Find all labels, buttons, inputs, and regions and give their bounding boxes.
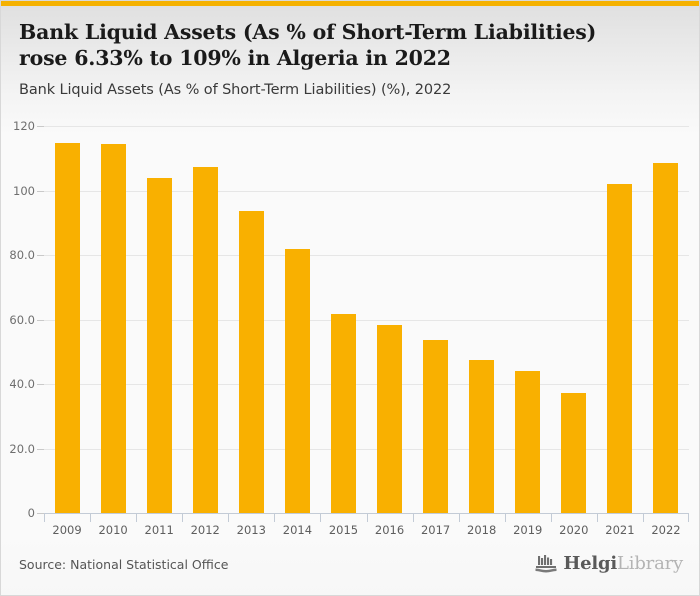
bar[interactable]: [607, 183, 633, 513]
bar[interactable]: [192, 166, 218, 513]
gridline: [44, 319, 689, 321]
bar[interactable]: [515, 370, 541, 513]
y-axis-label: 100: [13, 183, 35, 198]
x-axis-tick: [550, 513, 552, 522]
x-axis-label: 2012: [190, 523, 220, 537]
open-book-icon: [535, 554, 557, 572]
x-axis-tick: [44, 513, 45, 522]
top-accent-bar: [1, 1, 699, 6]
helgi-library-logo[interactable]: HelgiLibrary: [535, 553, 683, 574]
x-axis-tick: [504, 513, 506, 522]
source-note: Source: National Statistical Office: [19, 557, 229, 572]
x-axis-label: 2011: [144, 523, 174, 537]
y-axis-label: 120: [13, 119, 35, 133]
x-axis-tick: [642, 513, 644, 522]
x-axis-label: 2017: [420, 523, 451, 537]
y-axis-tick: [37, 126, 44, 127]
gridline: [44, 255, 689, 256]
x-axis-label: 2022: [651, 523, 681, 537]
x-axis-tick: [136, 513, 138, 522]
y-axis-tick: [37, 319, 44, 321]
chart-header: Bank Liquid Assets (As % of Short-Term L…: [1, 6, 699, 98]
bar[interactable]: [238, 211, 264, 513]
x-axis-tick: [458, 513, 460, 522]
x-axis-tick: [688, 513, 689, 522]
y-axis-label: 20.0: [9, 441, 35, 456]
bar[interactable]: [330, 314, 356, 513]
x-axis: 2009 2010 2011 2012 2013 2014 2015 2016 2017 2018…: [44, 513, 689, 541]
bar[interactable]: [284, 248, 310, 513]
y-axis-tick: [37, 513, 44, 514]
x-axis-tick: [274, 513, 276, 522]
x-axis-label: 2014: [282, 523, 313, 537]
x-axis-tick: [596, 513, 598, 522]
page-title: Bank Liquid Assets (As % of Short-Term L…: [19, 20, 597, 70]
y-axis-tick: [37, 190, 44, 192]
x-axis-label: 2009: [52, 523, 82, 537]
bar[interactable]: [561, 393, 587, 513]
bar[interactable]: [100, 144, 126, 513]
x-axis-label: 2021: [605, 523, 635, 537]
plot-area: 0 20.0 40.0 60.0 80.0 100 120: [1, 119, 699, 526]
x-axis-tick: [182, 513, 184, 522]
chart-footer: Source: National Statistical Office Helg…: [1, 541, 699, 595]
bar[interactable]: [423, 339, 449, 513]
gridline: [44, 384, 689, 385]
chart-subtitle: Bank Liquid Assets (As % of Short-Term L…: [19, 82, 452, 98]
bar-series: [44, 126, 689, 513]
y-axis-label: 60.0: [9, 312, 35, 327]
x-axis-label: 2019: [513, 523, 543, 537]
bar[interactable]: [377, 324, 403, 513]
gridline: [44, 448, 689, 450]
x-axis-label: 2018: [467, 523, 497, 537]
y-axis-label: 0: [27, 506, 35, 520]
bar[interactable]: [54, 142, 80, 513]
logo-brand-bold: Helgi: [563, 553, 618, 574]
x-axis-label: 2013: [236, 523, 266, 537]
x-axis-tick: [228, 513, 230, 522]
x-axis-tick: [366, 513, 368, 522]
x-axis-label: 2015: [328, 523, 359, 537]
gridline: [44, 190, 689, 192]
x-axis-label: 2010: [98, 523, 128, 537]
x-axis-tick: [320, 513, 322, 522]
y-axis-tick: [37, 448, 44, 450]
x-axis-tick: [412, 513, 414, 522]
y-axis-label: 40.0: [9, 377, 35, 391]
gridline: [44, 126, 689, 127]
bar[interactable]: [469, 360, 495, 513]
x-axis-tick: [90, 513, 92, 522]
y-axis-tick: [37, 255, 44, 256]
y-axis-label: 80.0: [9, 248, 35, 262]
logo-brand-light: Library: [617, 553, 683, 574]
bar[interactable]: [146, 178, 172, 513]
x-axis-label: 2020: [559, 523, 589, 537]
y-axis-tick: [37, 384, 44, 385]
x-axis-label: 2016: [374, 523, 405, 537]
bar[interactable]: [653, 163, 679, 513]
logo-wordmark: HelgiLibrary: [563, 553, 683, 574]
